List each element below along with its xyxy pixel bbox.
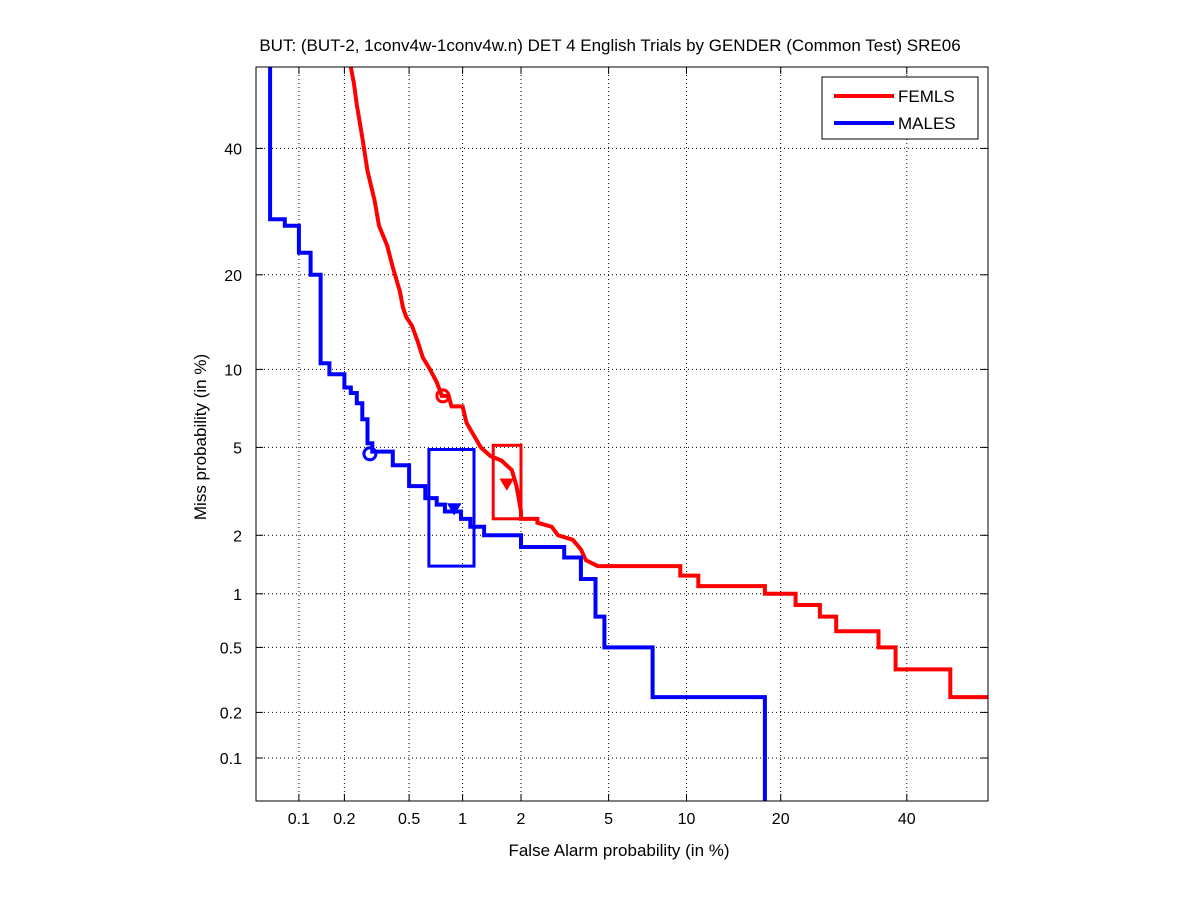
x-tick-label: 5 — [604, 811, 613, 828]
y-tick-label: 0.1 — [220, 751, 242, 768]
y-tick-label: 5 — [233, 440, 242, 457]
min-dcf-marker-males — [362, 446, 378, 462]
y-tick-label: 20 — [224, 268, 242, 285]
confidence-box-males — [427, 448, 476, 568]
act-dcf-marker-males — [446, 503, 462, 516]
axes-frame — [255, 66, 989, 802]
x-tick-label: 2 — [517, 811, 526, 828]
x-axis-title: False Alarm probability (in %) — [508, 841, 729, 860]
legend: FEMLS MALES — [821, 76, 979, 140]
y-axis-title: Miss probability (in %) — [191, 354, 210, 520]
plot-area — [268, 67, 988, 801]
legend-label-femls: FEMLS — [898, 87, 955, 106]
min-dcf-marker-femls — [435, 388, 451, 404]
legend-label-males: MALES — [898, 114, 956, 133]
chart-title: BUT: (BUT-2, 1conv4w-1conv4w.n) DET 4 En… — [259, 36, 960, 55]
confidence-box-femls — [491, 443, 523, 521]
x-tick-label: 10 — [678, 811, 696, 828]
ticks: 0.1 0.2 0.5 1 2 5 10 20 40 0.1 0.2 0.5 1 2 5 10 20 40 — [220, 67, 988, 828]
x-tick-label: 40 — [898, 811, 916, 828]
x-tick-label: 1 — [458, 811, 467, 828]
y-tick-label: 1 — [233, 587, 242, 604]
y-tick-label: 0.5 — [220, 640, 242, 657]
x-tick-label: 0.1 — [288, 811, 310, 828]
det-curve-males — [268, 67, 767, 801]
y-tick-label: 40 — [224, 141, 242, 158]
det-curve-femls — [348, 67, 988, 700]
series-layer — [268, 67, 988, 801]
y-tick-label: 10 — [224, 362, 242, 379]
x-tick-label: 0.5 — [398, 811, 420, 828]
y-tick-label: 2 — [233, 528, 242, 545]
act-dcf-marker-femls — [499, 478, 515, 491]
y-tick-label: 0.2 — [220, 705, 242, 722]
legend-box — [821, 76, 979, 140]
x-tick-label: 0.2 — [333, 811, 355, 828]
x-tick-label: 20 — [772, 811, 790, 828]
